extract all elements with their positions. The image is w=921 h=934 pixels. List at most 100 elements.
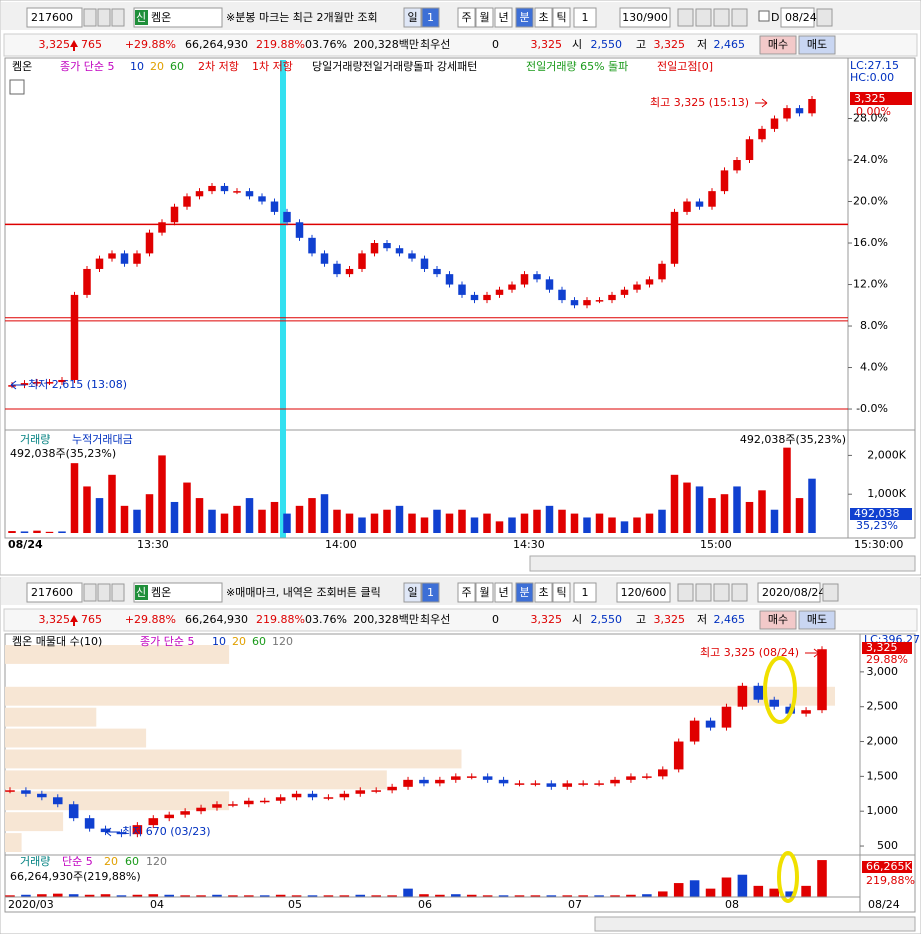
settings-icon[interactable] (9, 79, 25, 95)
period-label[interactable]: 초 (538, 586, 548, 599)
count-box[interactable] (619, 7, 671, 28)
volume-bar (583, 517, 591, 533)
trade-button[interactable] (759, 610, 797, 630)
trade-label[interactable]: 매수 (768, 613, 788, 626)
period-label[interactable]: 주 (461, 586, 471, 599)
period-label[interactable]: 틱 (556, 586, 566, 599)
legend-item: 거래량 (20, 433, 50, 446)
period-label[interactable]: 일 (407, 585, 417, 599)
checkbox[interactable] (758, 10, 770, 22)
badge-box (135, 10, 148, 25)
period-label[interactable]: 분 (519, 586, 529, 599)
candle (307, 793, 318, 798)
volume-bar (408, 513, 416, 533)
period-button[interactable] (515, 7, 534, 28)
volume-bar (753, 885, 764, 897)
period-button[interactable] (421, 7, 440, 28)
period-button[interactable] (494, 582, 513, 603)
price-tag-label: 3,325 (866, 641, 898, 654)
period-label[interactable]: 분 (519, 11, 529, 24)
period-label[interactable]: 1 (582, 11, 589, 24)
volume-bar (721, 877, 732, 897)
date-box[interactable] (757, 582, 821, 603)
scrollbar[interactable] (594, 916, 916, 932)
code-box[interactable] (26, 7, 83, 28)
tool-icon[interactable] (97, 8, 111, 27)
trade-label[interactable]: 매도 (807, 38, 827, 51)
volume-tag-label: 35,23% (856, 519, 898, 532)
period-label[interactable]: 월 (479, 586, 489, 599)
tool-icon[interactable] (111, 583, 125, 602)
tool-icon[interactable] (97, 583, 111, 602)
period-button[interactable] (421, 582, 440, 603)
tool-icon[interactable] (731, 583, 748, 602)
period-button[interactable] (552, 7, 571, 28)
count-box[interactable] (616, 582, 671, 603)
period-button[interactable] (515, 582, 534, 603)
period-label[interactable]: 일 (407, 10, 417, 24)
legend-item: 120 (146, 855, 167, 868)
trade-label[interactable]: 매수 (768, 38, 788, 51)
period-label[interactable]: 틱 (556, 11, 566, 24)
period-button[interactable] (457, 582, 476, 603)
period-button[interactable] (573, 582, 597, 603)
tool-icon[interactable] (816, 8, 833, 27)
period-label[interactable]: 초 (538, 11, 548, 24)
period-button[interactable] (552, 582, 571, 603)
period-label[interactable]: 월 (479, 11, 489, 24)
period-button[interactable] (534, 582, 553, 603)
tool-icon[interactable] (713, 583, 730, 602)
period-label[interactable]: 1 (582, 586, 589, 599)
trade-button[interactable] (798, 610, 836, 630)
period-button[interactable] (475, 582, 494, 603)
quote-item: 시 (572, 38, 582, 51)
price-tag (850, 92, 912, 105)
tool-icon[interactable] (713, 8, 730, 27)
quote-item: 0 (492, 38, 499, 51)
date: 2020/08/24 (762, 586, 825, 599)
tool-icon[interactable] (83, 583, 97, 602)
period-button[interactable] (573, 7, 597, 28)
date-box[interactable] (780, 7, 815, 28)
period-button[interactable] (457, 7, 476, 28)
name-box[interactable] (133, 582, 223, 603)
tool-icon[interactable] (677, 8, 694, 27)
scrollbar[interactable] (529, 555, 916, 572)
code-box[interactable] (26, 582, 83, 603)
tool-icon[interactable] (677, 583, 694, 602)
volume-bar (817, 860, 827, 897)
period-label[interactable]: 주 (461, 11, 471, 24)
volume-bar (58, 531, 66, 533)
highlight (777, 851, 799, 903)
period-button[interactable] (534, 7, 553, 28)
tool-icon[interactable] (822, 583, 839, 602)
period-label[interactable]: 1 (427, 11, 434, 24)
trade-label[interactable]: 매도 (807, 613, 827, 626)
quote-item: 최우선 (420, 613, 450, 626)
period-label[interactable]: 년 (498, 11, 508, 24)
period-button[interactable] (475, 7, 494, 28)
right-label: HC:0.00 (850, 71, 894, 84)
period-label[interactable]: 년 (498, 586, 508, 599)
tool-icon[interactable] (695, 583, 712, 602)
period-button[interactable] (403, 582, 422, 603)
quote-item: 200,328백만 (353, 613, 419, 626)
legend-item: 단순 5 (62, 855, 93, 868)
tool-icon[interactable] (695, 8, 712, 27)
candle (320, 253, 329, 264)
tool-icon[interactable] (83, 8, 97, 27)
period-label[interactable]: 1 (427, 586, 434, 599)
quote-item: 3,325 (531, 613, 563, 626)
volume-bar (133, 509, 141, 533)
period-button[interactable] (403, 7, 422, 28)
period-button[interactable] (494, 7, 513, 28)
name-box[interactable] (133, 7, 223, 28)
trade-button[interactable] (798, 35, 836, 55)
trade-button[interactable] (759, 35, 797, 55)
candle (482, 776, 493, 780)
low-arrow (10, 380, 26, 390)
volume-bar (20, 531, 29, 533)
tool-icon[interactable] (111, 8, 125, 27)
tool-icon[interactable] (731, 8, 748, 27)
